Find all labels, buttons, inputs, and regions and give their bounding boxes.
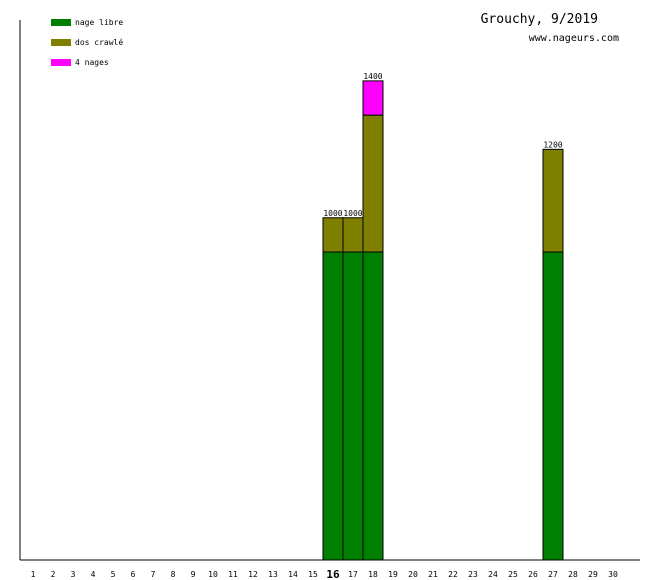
x-tick-label-22: 22 [448, 570, 458, 579]
total-label-day-17: 1000 [343, 209, 362, 218]
total-labels: 1000 1000 1400 1200 [323, 72, 562, 218]
bar-segment-day-17-series-1 [342, 251, 364, 561]
x-tick-label-13: 13 [268, 570, 278, 579]
x-tick-label-3: 3 [71, 570, 76, 579]
legend-label-2: dos crawlé [75, 37, 123, 47]
x-tick-label-19: 19 [388, 570, 398, 579]
x-tick-label-1: 1 [31, 570, 36, 579]
x-tick-label-18: 18 [368, 570, 378, 579]
x-tick-label-8: 8 [171, 570, 176, 579]
x-tick-label-23: 23 [468, 570, 478, 579]
x-tick-label-11: 11 [228, 570, 238, 579]
total-label-day-18: 1400 [363, 72, 382, 81]
legend-label-1: nage libre [75, 18, 123, 27]
x-tick-label-29: 29 [588, 570, 598, 579]
axes [19, 20, 640, 561]
x-tick-label-20: 20 [408, 570, 418, 579]
x-tick-label-2: 2 [51, 570, 56, 579]
bar-segment-day-18-series-1 [362, 251, 384, 561]
legend-swatch-1 [51, 19, 71, 26]
x-tick-label-28: 28 [568, 570, 578, 579]
x-tick-label-27: 27 [548, 570, 558, 579]
legend-label-3: 4 nages [75, 58, 109, 67]
total-label-day-27: 1200 [543, 140, 562, 149]
bar-segment-day-18-series-2 [362, 114, 384, 253]
x-tick-labels: 1 2 3 4 5 6 7 8 9 10 11 12 13 14 15 16 17 18 19 20 21 22 23 24 2… [31, 568, 618, 580]
chart-source: www.nageurs.com [529, 33, 619, 44]
bar-segment-day-17-series-2 [342, 217, 364, 253]
x-tick-label-30: 30 [608, 570, 618, 579]
legend-swatch-2 [51, 39, 71, 46]
x-tick-label-7: 7 [151, 570, 156, 579]
total-label-day-16: 1000 [323, 209, 342, 218]
chart-title: Grouchy, 9/2019 [481, 12, 598, 27]
x-tick-label-14: 14 [288, 570, 298, 579]
x-tick-label-9: 9 [191, 570, 196, 579]
bar-segment-day-16-series-2 [322, 217, 344, 253]
x-tick-label-10: 10 [208, 570, 218, 579]
x-tick-label-6: 6 [131, 570, 136, 579]
x-tick-label-17: 17 [348, 570, 358, 579]
legend-swatch-3 [51, 59, 71, 66]
bar-segment-day-16-series-1 [322, 251, 344, 561]
x-tick-label-15: 15 [308, 570, 318, 579]
x-tick-label-16: 16 [326, 568, 340, 580]
legend: nage libre dos crawlé 4 nages [51, 18, 123, 67]
x-tick-label-4: 4 [91, 570, 96, 579]
bars [322, 80, 564, 561]
x-tick-label-12: 12 [248, 570, 258, 579]
bar-segment-day-18-series-3 [362, 80, 384, 116]
bar-segment-day-27-series-2 [542, 148, 564, 253]
x-tick-label-5: 5 [111, 570, 116, 579]
x-tick-label-25: 25 [508, 570, 518, 579]
x-tick-label-21: 21 [428, 570, 438, 579]
bar-segment-day-27-series-1 [542, 251, 564, 561]
x-tick-label-24: 24 [488, 570, 498, 579]
x-tick-label-26: 26 [528, 570, 538, 579]
